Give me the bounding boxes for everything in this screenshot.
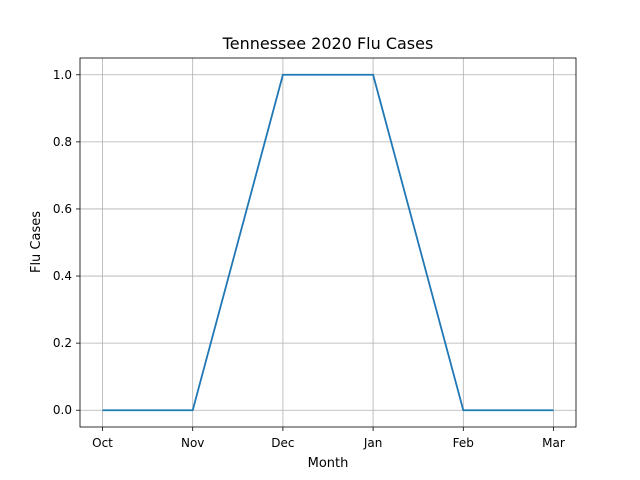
x-tick-label: Jan [363, 436, 383, 450]
series-layer [102, 73, 554, 412]
y-tick-label: 0.8 [53, 135, 72, 149]
y-tick-label: 0.2 [53, 336, 72, 350]
plot-area-frame [79, 57, 577, 428]
x-tick-label: Dec [271, 436, 294, 450]
y-tick-label: 0.0 [53, 403, 72, 417]
series-line [102, 73, 554, 412]
x-tick-label: Oct [92, 436, 113, 450]
chart-title: Tennessee 2020 Flu Cases [222, 34, 434, 53]
y-tick-label: 1.0 [53, 68, 72, 82]
x-tick-label: Feb [453, 436, 474, 450]
y-axis-label: Flu Cases [29, 211, 44, 273]
x-tick-label: Nov [181, 436, 204, 450]
y-tick-label: 0.4 [53, 269, 72, 283]
x-axis-label: Month [308, 456, 349, 471]
axis-ticks: Oct Nov Dec Jan Feb Mar 0.0 0.2 0.4 0.6 0.8 1.0 [53, 68, 565, 450]
x-tick-label: Mar [542, 436, 565, 450]
y-tick-label: 0.6 [53, 202, 72, 216]
